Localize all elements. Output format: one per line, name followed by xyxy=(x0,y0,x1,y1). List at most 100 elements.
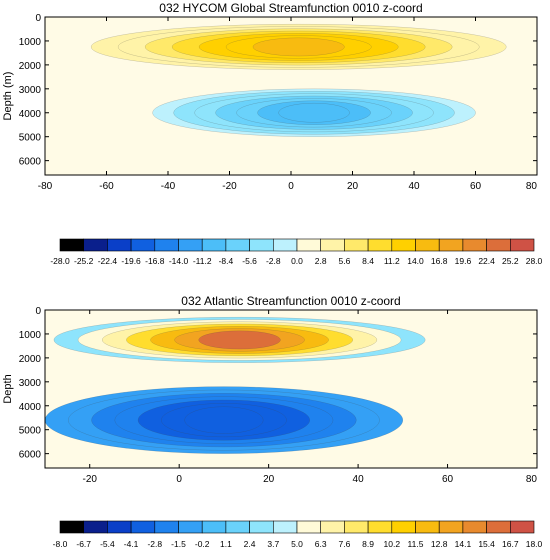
colorbar-swatch xyxy=(486,238,511,252)
y-axis-label: Depth xyxy=(2,374,14,403)
y-tick-label: 6000 xyxy=(19,450,42,461)
colorbar-swatch xyxy=(415,520,440,534)
colorbar-swatch xyxy=(344,520,369,534)
colorbar-label: -6.7 xyxy=(76,539,91,549)
colorbar-label: -14.0 xyxy=(169,256,189,266)
chart-title: 032 HYCOM Global Streamfunction 0010 z-c… xyxy=(159,1,422,15)
colorbar-label: 18.0 xyxy=(526,539,543,549)
colorbar-swatch xyxy=(178,520,203,534)
positive-cell-contour xyxy=(198,330,281,350)
colorbar-label: -25.2 xyxy=(74,256,94,266)
colorbar-label: -1.5 xyxy=(171,539,186,549)
colorbar-label: 5.6 xyxy=(338,256,350,266)
colorbar-swatch xyxy=(201,238,227,252)
colorbar-swatch xyxy=(509,238,535,252)
colorbar-swatch xyxy=(272,238,298,252)
colorbar-label: 25.2 xyxy=(502,256,519,266)
plot-area xyxy=(45,310,537,468)
x-tick-label: -20 xyxy=(222,181,237,192)
colorbar-label: -22.4 xyxy=(98,256,118,266)
colorbar-swatch xyxy=(462,238,487,252)
colorbar-label: 5.0 xyxy=(291,539,303,549)
colorbar: -8.0 -6.7 -5.4 -4.1 -2.8 -1.5 -0.2 1.1 2.4 3.7 5.0… xyxy=(53,520,543,549)
colorbar-label: -2.8 xyxy=(266,256,281,266)
colorbar-label: -28.0 xyxy=(50,256,70,266)
colorbar-label: 0.0 xyxy=(291,256,303,266)
colorbar: -28.0 -25.2 -22.4 -19.6 -16.8 -14.0 -11.2 -8.4-… xyxy=(50,238,543,266)
y-tick-label: 4000 xyxy=(19,109,42,120)
plot-area xyxy=(45,17,537,175)
y-tick-label: 5000 xyxy=(19,133,42,144)
colorbar-label: -5.6 xyxy=(242,256,257,266)
x-tick-label: 20 xyxy=(347,181,359,192)
positive-cell-contour xyxy=(252,37,345,57)
chart-panel-atlantic: 032 Atlantic Streamfunction 0010 z-coord… xyxy=(2,294,543,549)
y-axis-label: Depth (m) xyxy=(2,72,14,121)
colorbar-swatch xyxy=(83,520,108,534)
colorbar-swatch xyxy=(462,520,487,534)
colorbar-label: 1.1 xyxy=(220,539,232,549)
negative-cell-contour xyxy=(278,103,350,123)
colorbar-swatch xyxy=(225,238,250,252)
y-tick-label: 3000 xyxy=(19,378,42,389)
colorbar-label: 10.2 xyxy=(384,539,401,549)
colorbar-label: -5.4 xyxy=(100,539,115,549)
colorbar-label: -8.0 xyxy=(53,539,68,549)
colorbar-label: 28.0 xyxy=(526,256,543,266)
colorbar-swatch xyxy=(59,238,85,252)
colorbar-label: 15.4 xyxy=(478,539,495,549)
colorbar-label: 7.6 xyxy=(338,539,350,549)
colorbar-swatch xyxy=(438,238,464,252)
colorbar-swatch xyxy=(296,238,322,252)
colorbar-swatch xyxy=(107,520,132,534)
colorbar-label: 11.2 xyxy=(384,256,400,266)
colorbar-swatch xyxy=(130,238,156,252)
colorbar-label: 2.4 xyxy=(244,539,256,549)
y-tick-label: 0 xyxy=(35,13,41,24)
x-tick-label: 0 xyxy=(176,474,182,485)
colorbar-swatch xyxy=(178,238,203,252)
colorbar-swatch xyxy=(344,238,369,252)
colorbar-swatch xyxy=(59,520,85,534)
x-tick-label: -40 xyxy=(161,181,176,192)
y-tick-label: 1000 xyxy=(19,37,42,48)
x-tick-label: 80 xyxy=(526,181,538,192)
colorbar-swatch xyxy=(438,520,464,534)
negative-cell-contour xyxy=(184,406,264,434)
colorbar-label: 11.5 xyxy=(408,539,424,549)
x-tick-label: -80 xyxy=(38,181,53,192)
y-tick-label: 4000 xyxy=(19,402,42,413)
colorbar-swatch xyxy=(249,238,274,252)
colorbar-label: 6.3 xyxy=(315,539,327,549)
colorbar-label: 12.8 xyxy=(431,539,448,549)
colorbar-swatch xyxy=(130,520,156,534)
chart-panel-global: 032 HYCOM Global Streamfunction 0010 z-c… xyxy=(2,1,543,266)
colorbar-swatch xyxy=(391,238,416,252)
colorbar-label: -19.6 xyxy=(121,256,141,266)
colorbar-swatch xyxy=(367,520,393,534)
y-tick-label: 0 xyxy=(35,306,41,317)
colorbar-label: -11.2 xyxy=(193,256,212,266)
x-tick-label: 80 xyxy=(526,474,538,485)
colorbar-swatch xyxy=(296,520,322,534)
x-tick-label: 40 xyxy=(408,181,420,192)
colorbar-swatch xyxy=(509,520,535,534)
colorbar-swatch xyxy=(320,238,345,252)
colorbar-label: 8.4 xyxy=(362,256,374,266)
colorbar-swatch xyxy=(486,520,511,534)
y-tick-label: 3000 xyxy=(19,85,42,96)
y-tick-label: 5000 xyxy=(19,426,42,437)
colorbar-swatch xyxy=(83,238,108,252)
colorbar-label: -16.8 xyxy=(145,256,165,266)
colorbar-label: 22.4 xyxy=(478,256,495,266)
y-tick-label: 6000 xyxy=(19,157,42,168)
y-axis: 0 1000 2000 3000 4000 5000 6000 xyxy=(19,13,537,168)
colorbar-label: 2.8 xyxy=(315,256,327,266)
y-axis: 0 1000 2000 3000 4000 5000 6000 xyxy=(19,306,537,461)
colorbar-label: 14.1 xyxy=(455,539,472,549)
colorbar-swatch xyxy=(154,520,179,534)
chart-title: 032 Atlantic Streamfunction 0010 z-coord xyxy=(181,294,400,308)
x-tick-label: 0 xyxy=(288,181,294,192)
colorbar-swatch xyxy=(225,520,250,534)
